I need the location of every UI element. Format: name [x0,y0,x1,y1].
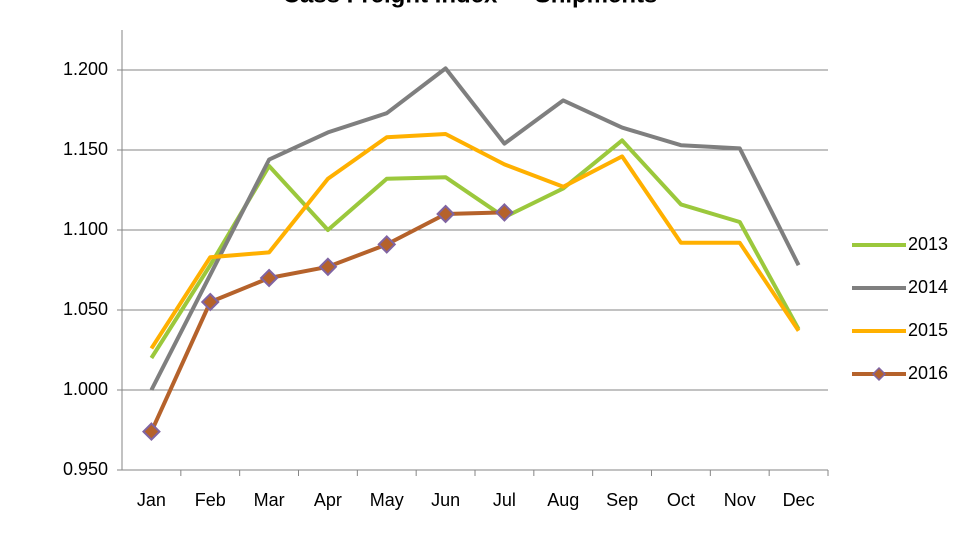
y-tick-label: 1.200 [63,59,108,79]
x-tick-label: May [370,490,404,510]
series-line [149,132,801,350]
x-tick-label: Jun [431,490,460,510]
x-tick-label: Oct [667,490,695,510]
point-marker [377,234,397,254]
x-tick-label: Apr [314,490,342,510]
legend-marker [871,366,887,382]
y-tick-label: 0.950 [63,459,108,479]
x-tick-label: Jul [493,490,516,510]
point-marker [436,204,455,224]
series-line [149,66,801,391]
x-tick-label: Jan [137,490,166,510]
x-tick-label: Aug [547,490,579,510]
series-line [149,210,505,433]
y-tick-label: 1.000 [63,379,108,399]
point-marker [200,292,220,312]
legend-label: 2015 [908,320,948,340]
y-tick-label: 1.100 [63,219,108,239]
y-tick-label: 1.050 [63,299,108,319]
y-tick-label: 1.150 [63,139,108,159]
x-tick-label: Sep [606,490,638,510]
point-marker [495,202,514,222]
x-tick-label: Nov [724,490,756,510]
series-line [149,138,801,360]
legend-label: 2014 [908,277,948,297]
x-tick-label: Dec [783,490,815,510]
point-marker [318,257,338,277]
legend-label: 2013 [908,234,948,254]
chart-title: Cass Freight Index — Shipments [283,0,658,8]
point-marker [142,422,161,442]
x-tick-label: Mar [254,490,285,510]
legend-label: 2016 [908,363,948,383]
point-marker [259,268,279,288]
x-tick-label: Feb [195,490,226,510]
